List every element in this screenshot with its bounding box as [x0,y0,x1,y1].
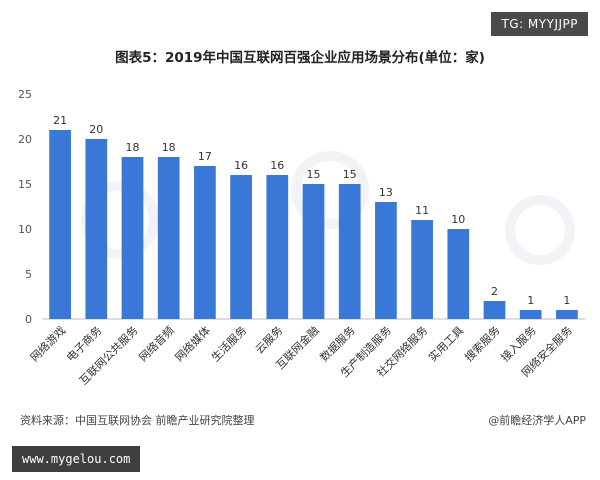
x-tick-label: 搜索服务 [462,323,503,364]
data-label: 18 [126,141,140,154]
data-label: 18 [162,141,176,154]
data-label: 15 [307,168,321,181]
data-label: 16 [270,159,284,172]
channel-tag: TG: MYYJJPP [491,12,588,36]
bar [230,175,252,319]
data-label: 15 [343,168,357,181]
x-tick-label: 网络游戏 [27,323,68,364]
y-tick-label: 10 [18,223,32,236]
watermark-logo [291,151,369,229]
bar [519,310,542,319]
bar [266,175,289,319]
bar [483,301,506,319]
x-tick-label: 实用工具 [425,323,466,364]
bars-layer [49,130,578,319]
bar [411,220,433,319]
bar [338,184,361,319]
data-label: 13 [379,186,393,199]
source-note: 资料来源：中国互联网协会 前瞻产业研究院整理 [20,414,255,427]
credit-note: @前瞻经济学人APP [488,414,586,427]
data-label: 21 [53,114,67,127]
data-label: 2 [491,285,498,298]
y-tick-label: 20 [18,133,32,146]
x-tick-label: 云服务 [253,324,286,357]
bar [49,130,71,319]
bar [375,202,397,319]
data-label: 11 [415,204,429,217]
y-tick-label: 0 [25,313,32,326]
bar [194,166,216,319]
data-label: 10 [451,213,465,226]
bar [447,229,470,319]
data-label: 1 [563,294,570,307]
bar [302,184,325,319]
bar [121,157,144,319]
x-tick-label: 网络音频 [136,323,177,364]
data-label: 16 [234,159,248,172]
x-tick-label: 网络媒体 [172,323,213,364]
y-tick-label: 15 [18,178,32,191]
data-label: 20 [89,123,103,136]
data-label: 1 [527,294,534,307]
bar [157,157,180,319]
y-tick-label: 5 [25,268,32,281]
watermark-logo [505,195,575,265]
site-url-badge: www.mygelou.com [12,446,141,472]
chart-title: 图表5：2019年中国互联网百强企业应用场景分布(单位：家) [115,50,485,66]
y-tick-label: 25 [18,88,32,101]
x-tick-label: 生活服务 [208,323,249,364]
data-label: 17 [198,150,212,163]
bar [85,139,108,319]
bar [556,310,578,319]
